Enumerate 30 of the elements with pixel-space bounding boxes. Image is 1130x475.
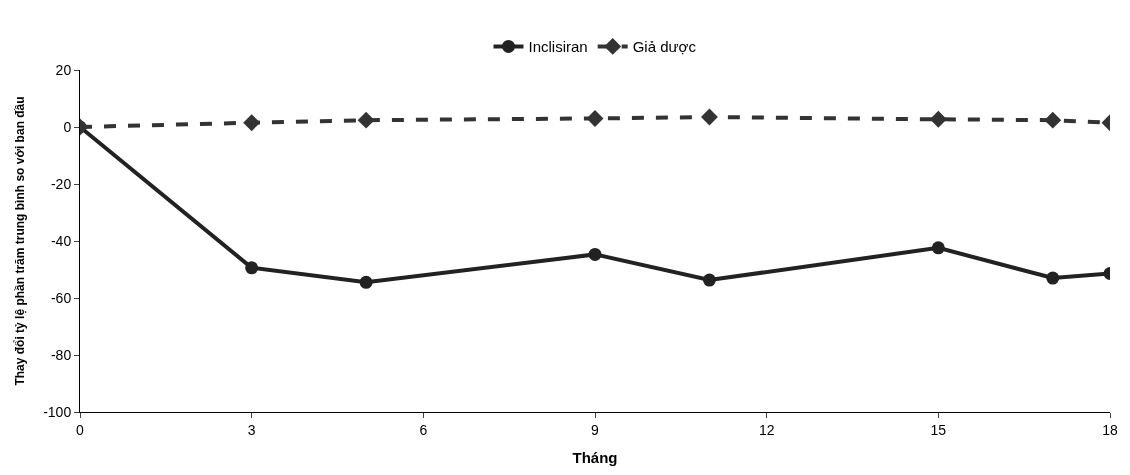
point — [702, 273, 716, 287]
legend-label: Inclisiran — [528, 38, 588, 56]
x-tick-label: 9 — [591, 421, 600, 438]
x-tick-label: 18 — [1102, 421, 1118, 438]
point — [588, 247, 602, 261]
legend-label: Giả dược — [632, 38, 697, 56]
x-tick-label: 15 — [930, 421, 947, 438]
x-tick-label: 12 — [758, 421, 775, 438]
point — [245, 261, 259, 275]
point — [700, 108, 718, 126]
x-tick-label: 0 — [76, 421, 85, 438]
y-tick-label: 0 — [63, 118, 72, 135]
point — [586, 110, 604, 127]
point — [929, 110, 947, 128]
point — [931, 241, 945, 255]
point — [243, 114, 261, 132]
x-axis-title: Tháng — [572, 448, 618, 466]
y-tick-label: -20 — [50, 175, 72, 192]
point — [1046, 271, 1060, 285]
y-tick-label: 20 — [55, 61, 72, 78]
point — [1044, 111, 1062, 129]
y-tick-label: -60 — [50, 289, 72, 306]
x-tick-label: 6 — [419, 421, 428, 438]
y-axis-title: Thay đổi tỷ lệ phần trăm trung bình so với ban đầu — [13, 96, 28, 386]
point — [359, 275, 373, 289]
y-tick-label: -100 — [43, 403, 72, 420]
x-tick-label: 3 — [247, 421, 256, 438]
y-tick-label: -40 — [50, 232, 72, 249]
y-tick-label: -80 — [50, 346, 72, 363]
point — [357, 111, 375, 129]
